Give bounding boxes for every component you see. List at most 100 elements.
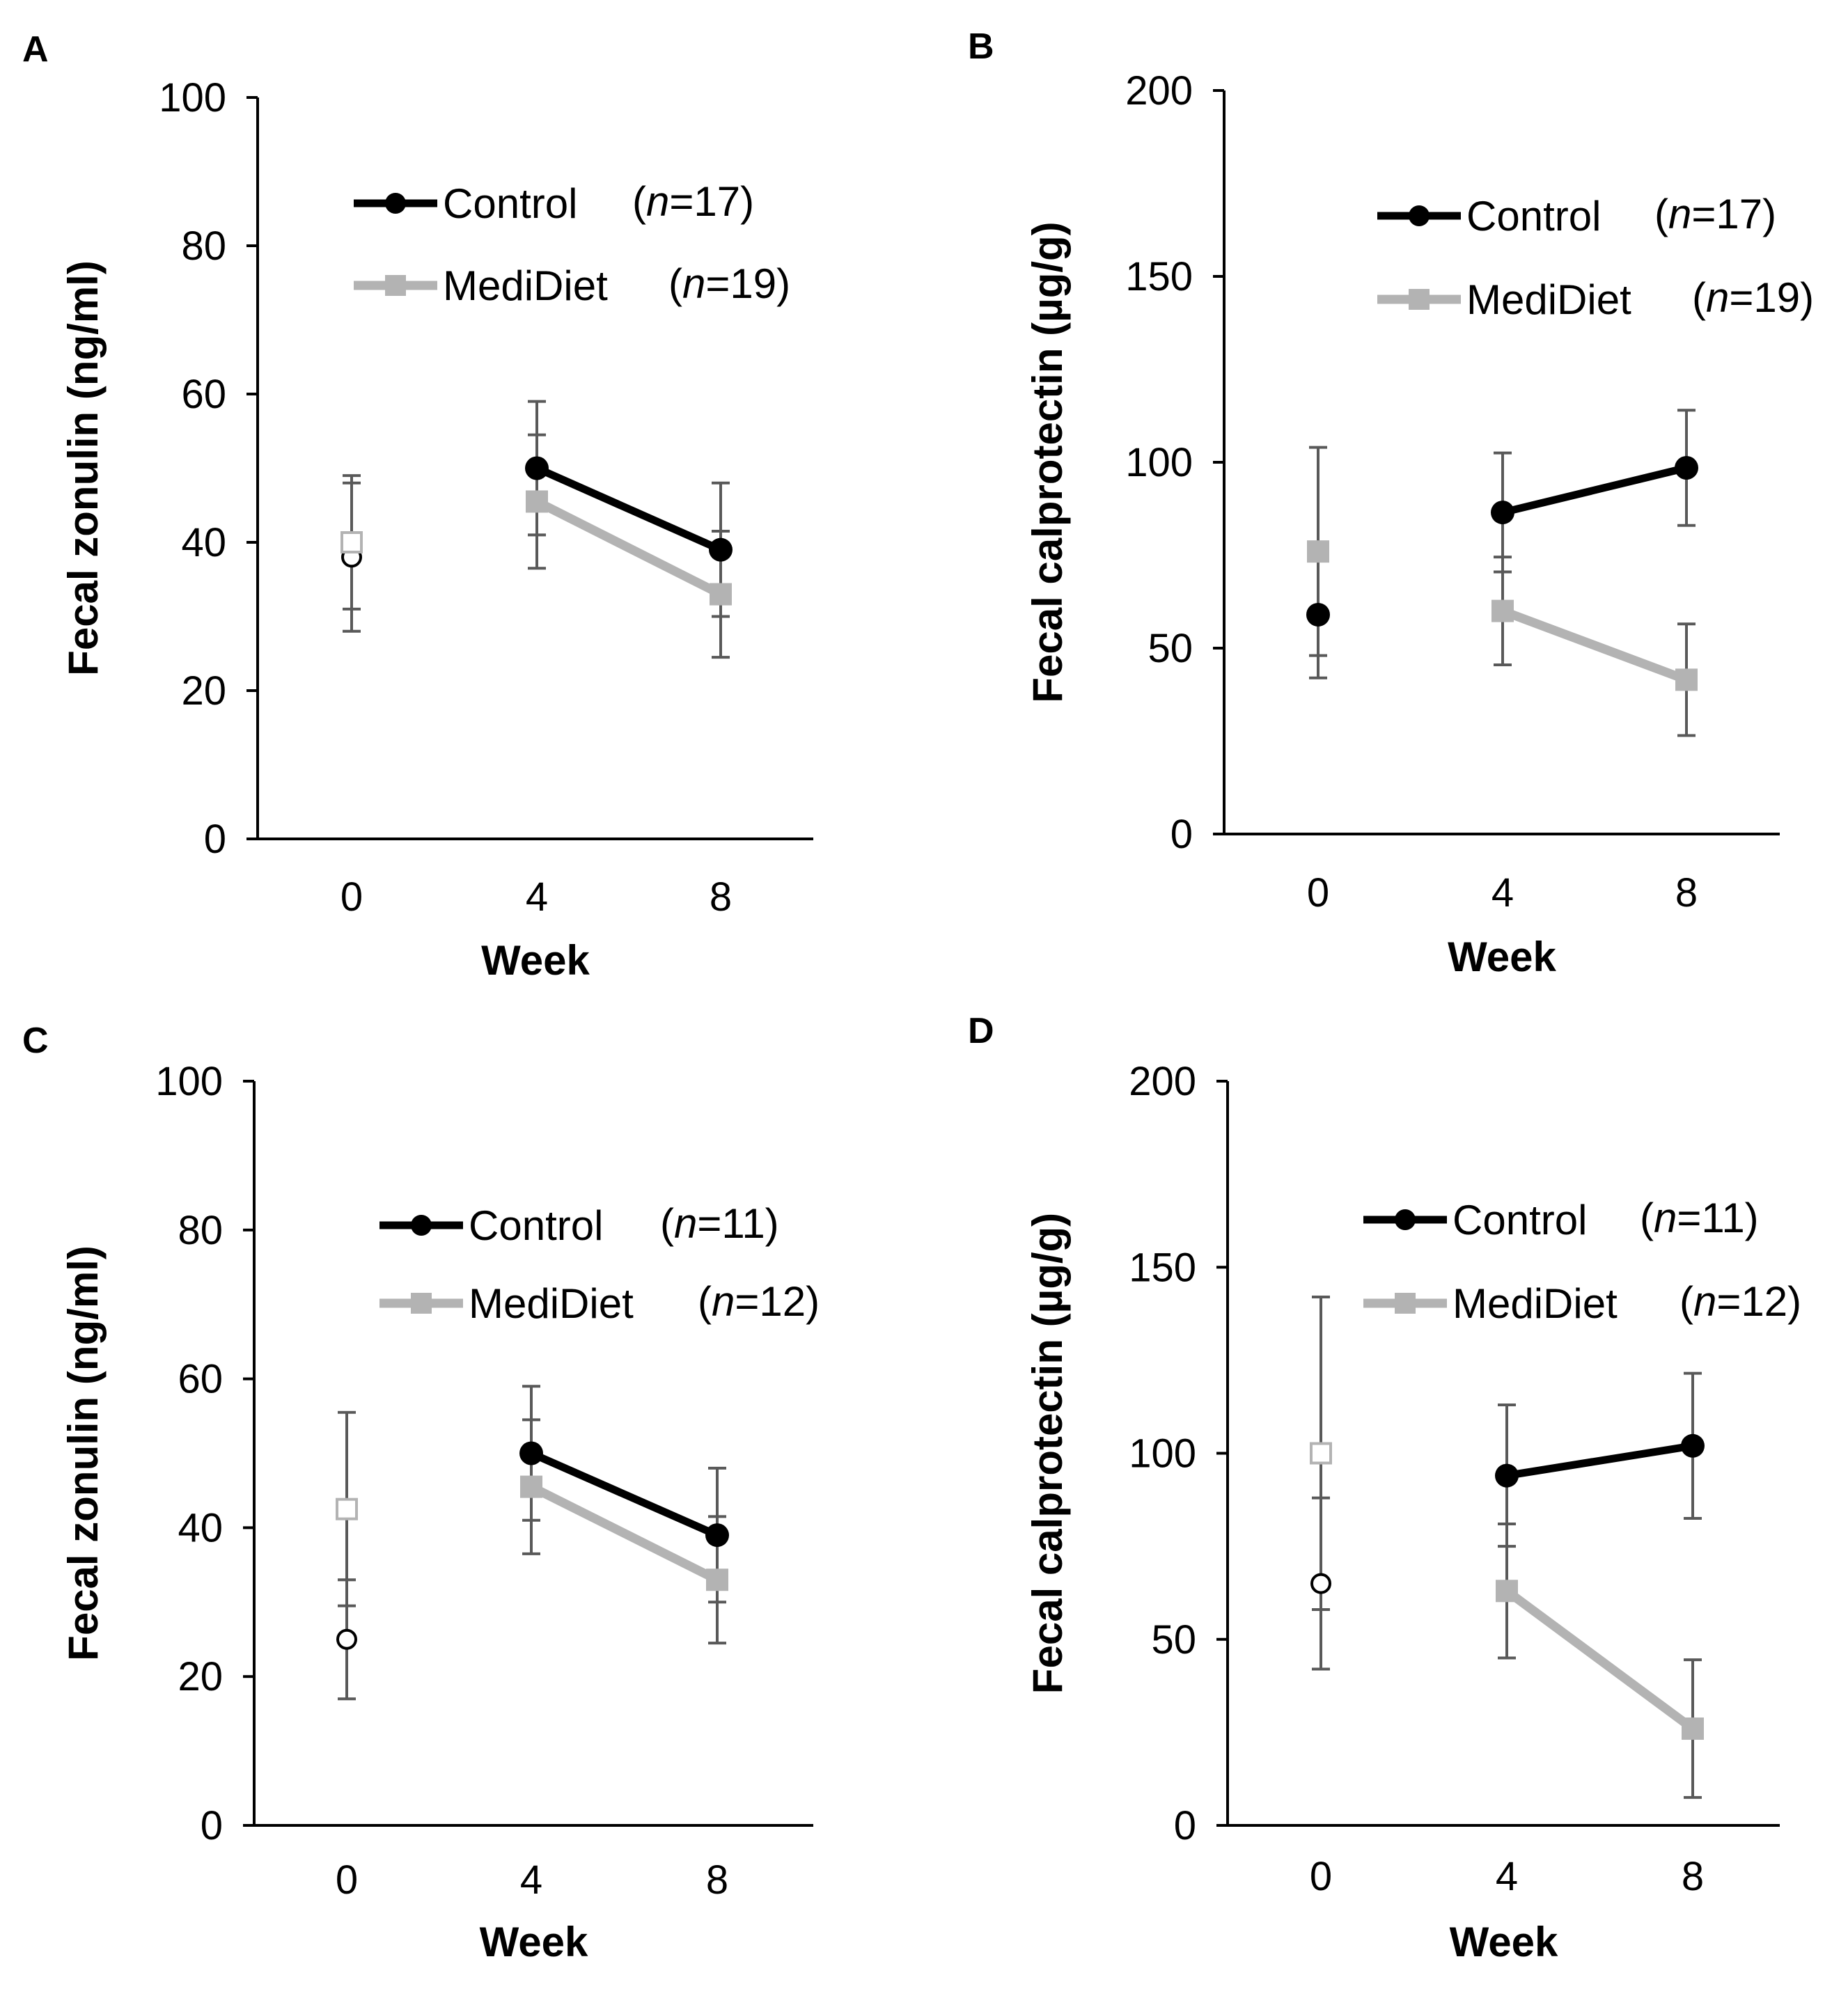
- y-axis-title: Fecal calprotectin (µg/g): [1024, 221, 1071, 702]
- legend-n-italic: n: [674, 1200, 697, 1247]
- data-point-medidiet: [526, 490, 548, 513]
- y-tick-label: 200: [1125, 68, 1193, 113]
- legend-n-medidiet: (n=12): [1679, 1278, 1801, 1325]
- legend-n-italic: n: [1706, 274, 1729, 321]
- data-point-control: [1310, 1573, 1331, 1594]
- legend-n-italic: n: [1654, 1195, 1677, 1241]
- y-tick-label: 100: [1125, 440, 1193, 485]
- legend-n-control: (n=17): [632, 178, 754, 225]
- y-tick-label: 50: [1148, 626, 1193, 671]
- legend-n-value: =12): [1716, 1278, 1801, 1325]
- data-point-control: [519, 1441, 543, 1465]
- data-point-control: [336, 1628, 357, 1650]
- data-point-medidiet: [1682, 1717, 1704, 1740]
- y-axis-title: Fecal zonulin (ng/ml): [60, 260, 107, 676]
- legend-n-value: =11): [697, 1200, 778, 1247]
- legend-n-open: (: [1640, 1195, 1654, 1241]
- series-line-control: [535, 464, 723, 553]
- data-point-control: [525, 456, 549, 480]
- legend-n-value: =17): [669, 178, 754, 225]
- x-tick-label: 4: [526, 874, 548, 920]
- legend-n-medidiet: (n=19): [1692, 274, 1814, 321]
- data-point-medidiet: [1675, 668, 1698, 691]
- x-tick-label: 4: [1491, 870, 1514, 915]
- data-point-medidiet: [1310, 1442, 1332, 1465]
- series-line-medidiet: [529, 1482, 719, 1585]
- y-tick-label: 20: [178, 1654, 223, 1699]
- legend-label-control: Control: [443, 180, 577, 227]
- x-tick-label: 0: [336, 1857, 358, 1903]
- legend-label-control: Control: [469, 1202, 603, 1249]
- data-point-medidiet: [1307, 540, 1329, 563]
- x-axis-title: Week: [1448, 934, 1556, 980]
- legend-n-italic: n: [1693, 1278, 1716, 1325]
- legend-n-value: =12): [735, 1278, 820, 1325]
- y-tick-label: 0: [204, 817, 226, 862]
- data-point-control: [1675, 456, 1698, 480]
- y-axis-title: Fecal calprotectin (µg/g): [1024, 1213, 1071, 1694]
- y-tick-label: 150: [1125, 254, 1193, 299]
- legend-marker-control: [411, 1215, 432, 1236]
- y-tick-label: 100: [155, 1059, 223, 1104]
- series-line-control: [529, 1449, 719, 1539]
- panel-d: D 0 50 100 150 200 0 4 8 Week Fecal calprotectin (…: [968, 1011, 1801, 1965]
- panel-b: B 0 50 100 150 200 0 4 8 Week Fecal calprotectin (…: [968, 26, 1814, 980]
- y-tick-label: 0: [1170, 812, 1193, 857]
- y-tick-label: 40: [181, 520, 226, 565]
- legend-marker-control: [1395, 1209, 1416, 1230]
- x-tick-label: 4: [1496, 1854, 1518, 1899]
- data-point-control: [1681, 1433, 1705, 1458]
- data-point-control: [705, 1523, 729, 1548]
- legend-label-control: Control: [1466, 193, 1601, 239]
- legend-n-italic: n: [682, 260, 705, 307]
- series-line-control: [1506, 1442, 1693, 1480]
- y-tick-label: 100: [159, 75, 226, 120]
- legend-n-open: (: [698, 1278, 712, 1325]
- panel-letter: B: [968, 26, 994, 67]
- legend-n-italic: n: [646, 178, 669, 225]
- y-tick-label: 200: [1129, 1059, 1196, 1104]
- legend-marker-medidiet: [385, 275, 406, 296]
- panel-letter: A: [22, 29, 49, 70]
- data-point-medidiet: [706, 1568, 728, 1591]
- y-tick-label: 20: [181, 668, 226, 714]
- legend-n-value: =19): [705, 260, 790, 307]
- data-point-control: [709, 537, 733, 562]
- data-point-medidiet: [340, 531, 363, 553]
- legend-label-medidiet: MediDiet: [1466, 276, 1631, 323]
- legend-n-open: (: [660, 1200, 674, 1247]
- legend-label-medidiet: MediDiet: [1452, 1280, 1618, 1327]
- legend-n-open: (: [668, 260, 682, 307]
- legend-n-open: (: [1692, 274, 1706, 321]
- data-point-control: [1306, 602, 1330, 627]
- x-axis-title: Week: [480, 1919, 588, 1965]
- series-line-medidiet: [1504, 1587, 1696, 1733]
- data-point-control: [1495, 1463, 1519, 1488]
- series-line-medidiet: [1501, 606, 1689, 684]
- legend-n-control: (n=11): [1640, 1195, 1759, 1241]
- legend-label-medidiet: MediDiet: [443, 262, 608, 309]
- legend-marker-medidiet: [411, 1293, 432, 1314]
- x-tick-label: 8: [710, 874, 732, 920]
- legend-n-medidiet: (n=19): [668, 260, 790, 307]
- x-tick-label: 8: [1675, 870, 1698, 915]
- legend-marker-control: [1409, 205, 1430, 226]
- legend-marker-medidiet: [1409, 289, 1430, 310]
- legend-n-medidiet: (n=12): [698, 1278, 820, 1325]
- y-tick-label: 100: [1129, 1431, 1196, 1477]
- data-point-medidiet: [336, 1497, 358, 1520]
- x-tick-label: 8: [706, 1857, 728, 1903]
- x-tick-label: 8: [1682, 1854, 1704, 1899]
- x-tick-label: 0: [340, 874, 363, 920]
- legend-n-value: =11): [1677, 1195, 1758, 1241]
- y-tick-label: 40: [178, 1505, 223, 1550]
- data-point-medidiet: [1491, 599, 1514, 622]
- data-point-medidiet: [1496, 1580, 1518, 1603]
- y-tick-label: 150: [1129, 1245, 1196, 1290]
- y-tick-label: 60: [178, 1357, 223, 1402]
- legend-marker-medidiet: [1395, 1293, 1416, 1314]
- x-axis-title: Week: [481, 937, 590, 984]
- y-tick-label: 0: [1174, 1803, 1196, 1848]
- legend-label-control: Control: [1452, 1197, 1587, 1243]
